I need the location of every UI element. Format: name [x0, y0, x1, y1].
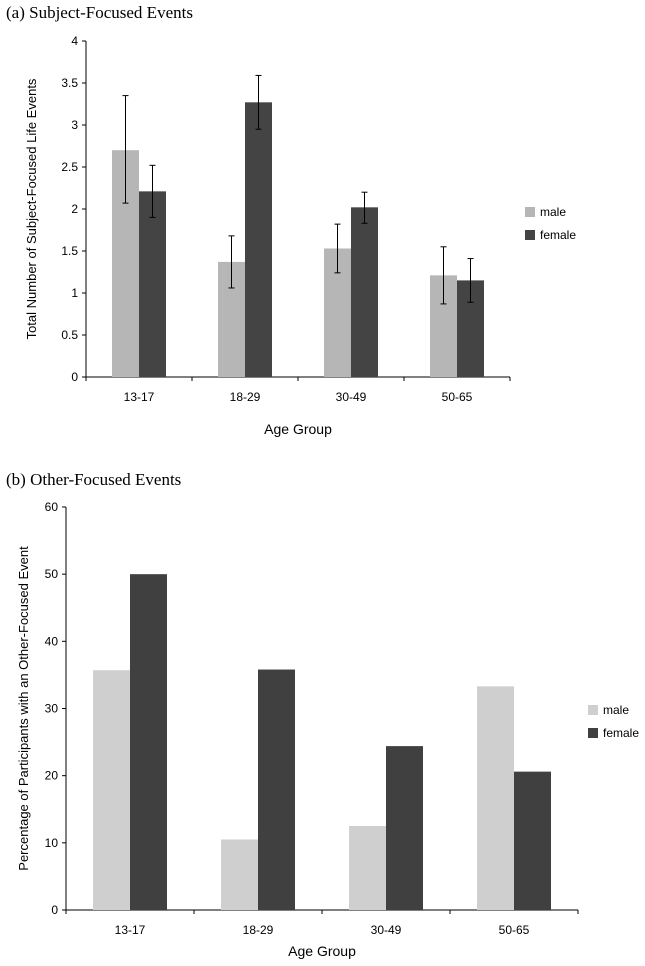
chart-a-y-tick-label: 4 — [71, 34, 78, 48]
chart-b-bar-female-30-49 — [386, 746, 423, 910]
chart-a-y-tick-label: 1.5 — [61, 244, 78, 258]
chart-b-bar-female-18-29 — [258, 669, 295, 910]
chart-b-y-tick-label: 0 — [51, 903, 58, 917]
chart-b-x-tick-label: 30-49 — [371, 923, 402, 937]
chart-b-y-tick-label: 10 — [45, 836, 59, 850]
chart-a-y-axis-label: Total Number of Subject-Focused Life Eve… — [24, 78, 39, 339]
chart-a-x-tick-label: 13-17 — [124, 390, 155, 404]
chart-b-bar-male-18-29 — [221, 839, 258, 910]
chart-b-legend-label-male: male — [603, 703, 629, 717]
chart-b-legend-swatch-female — [588, 728, 598, 738]
chart-a: 0 0.5 1 1.5 2 2.5 3 3.5 4 13-17 18-29 30-49 50-65 Age… — [24, 34, 576, 437]
chart-b-x-tick-label: 50-65 — [499, 923, 530, 937]
chart-a-bar-female-18-29 — [245, 102, 272, 377]
chart-a-legend-swatch-male — [525, 207, 535, 217]
chart-b-x-axis-label: Age Group — [288, 943, 356, 959]
chart-b-bar-male-13-17 — [93, 670, 130, 910]
chart-a-legend-label-female: female — [540, 228, 576, 242]
chart-b-y-tick-label: 60 — [45, 500, 59, 514]
chart-a-y-tick-label: 3 — [71, 118, 78, 132]
chart-b-title: (b) Other-Focused Events — [6, 470, 182, 489]
chart-a-y-tick-label: 1 — [71, 286, 78, 300]
chart-a-x-tick-label: 50-65 — [442, 390, 473, 404]
chart-b-y-tick-label: 40 — [45, 634, 59, 648]
chart-a-x-axis-label: Age Group — [264, 421, 332, 437]
chart-b-bar-female-50-65 — [514, 771, 551, 910]
chart-b-bar-male-30-49 — [349, 826, 386, 910]
chart-b-bar-female-13-17 — [130, 574, 167, 910]
chart-b-x-tick-label: 18-29 — [243, 923, 274, 937]
chart-b-x-tick-label: 13-17 — [115, 923, 146, 937]
chart-a-y-tick-label: 0.5 — [61, 328, 78, 342]
chart-b-legend-swatch-male — [588, 705, 598, 715]
chart-a-bar-female-30-49 — [351, 207, 378, 377]
chart-a-y-tick-label: 2 — [71, 202, 78, 216]
chart-a-x-tick-label: 18-29 — [230, 390, 261, 404]
chart-a-y-tick-label: 3.5 — [61, 76, 78, 90]
chart-a-y-tick-label: 2.5 — [61, 160, 78, 174]
chart-b-y-tick-label: 20 — [45, 769, 59, 783]
chart-a-bar-female-13-17 — [139, 191, 166, 377]
chart-a-legend-swatch-female — [525, 230, 535, 240]
chart-b-legend-label-female: female — [603, 726, 639, 740]
chart-b-y-tick-label: 50 — [45, 567, 59, 581]
chart-b-y-tick-label: 30 — [45, 702, 59, 716]
chart-a-x-tick-label: 30-49 — [336, 390, 367, 404]
chart-b-y-axis-label: Percentage of Participants with an Other… — [16, 546, 31, 871]
chart-a-y-tick-label: 0 — [71, 370, 78, 384]
chart-a-legend-label-male: male — [540, 205, 566, 219]
chart-b-bar-male-50-65 — [477, 686, 514, 910]
chart-a-title: (a) Subject-Focused Events — [6, 3, 193, 22]
